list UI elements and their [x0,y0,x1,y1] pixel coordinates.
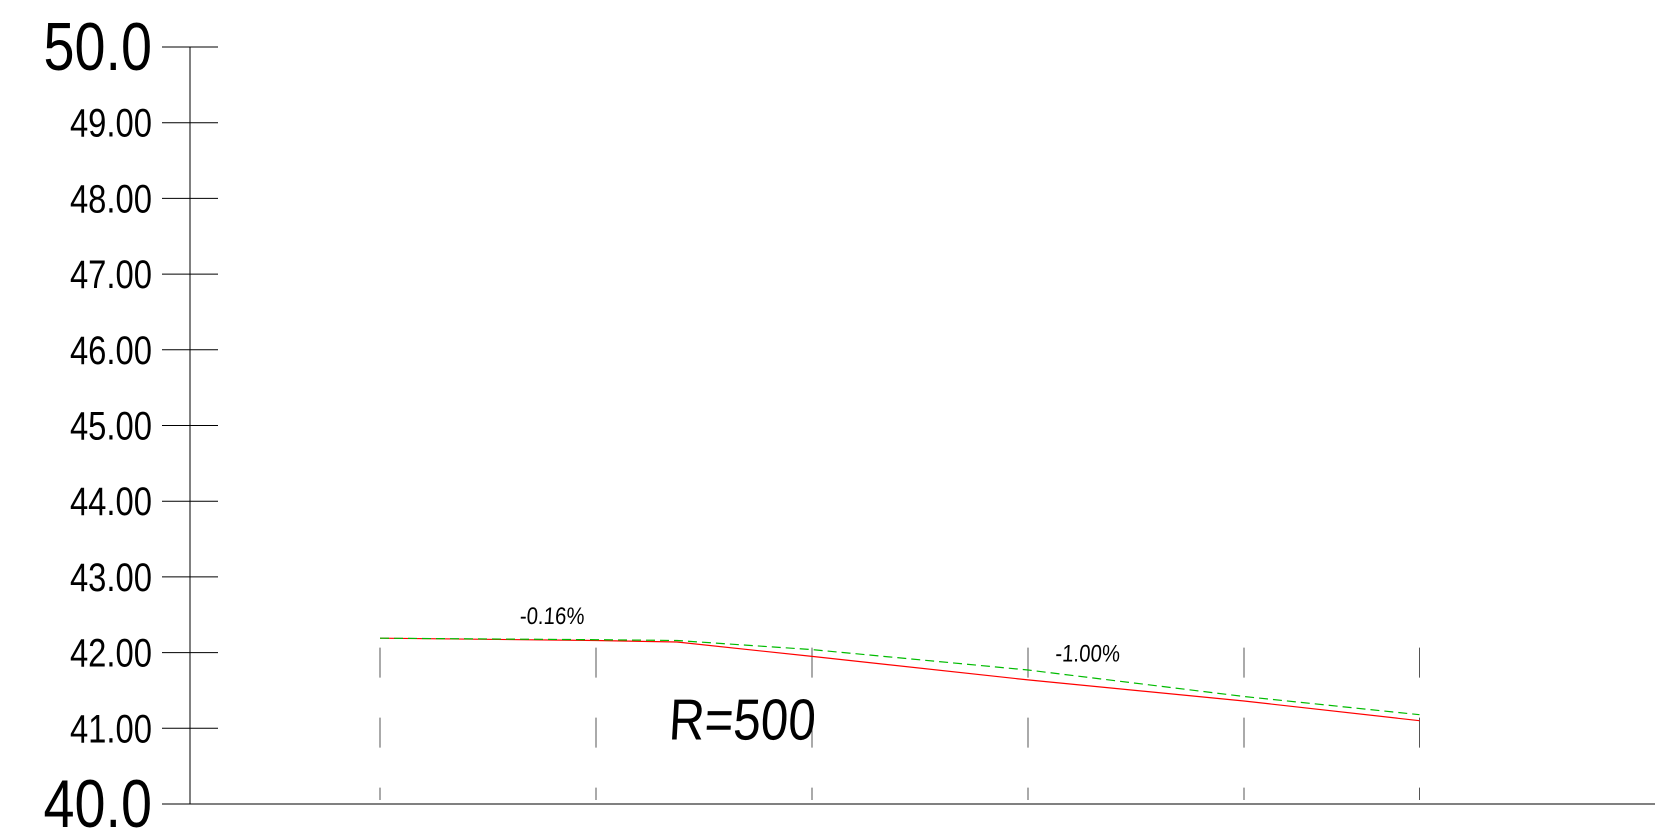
y-tick-label: 48.00 [70,176,152,221]
design-grade-line [379,637,1420,722]
y-tick-label: 50.0 [43,10,152,85]
y-tick-label: 47.00 [70,252,152,297]
grade-label: -1.00% [1055,640,1121,667]
y-tick-label: 42.00 [70,631,152,676]
y-tick-label: 49.00 [70,101,152,146]
station-markers [379,647,1420,800]
y-tick-label: 40.0 [43,767,152,831]
curve-radius-label: R=500 [667,688,817,753]
y-tick-label: 46.00 [70,328,152,373]
annotations: -0.16% -1.00% R=500 [519,602,1121,752]
profile-lines [379,637,1420,722]
y-tick-label: 43.00 [70,555,152,600]
axis-layer: 50.0 49.00 48.00 47.00 46.00 45.00 44.00 43.00 4… [43,10,1655,831]
y-tick-label: 45.00 [70,403,152,448]
grade-label: -0.16% [519,602,585,629]
existing-ground-line [379,637,1420,716]
y-tick-label: 41.00 [70,706,152,751]
y-tick-label: 44.00 [70,479,152,524]
